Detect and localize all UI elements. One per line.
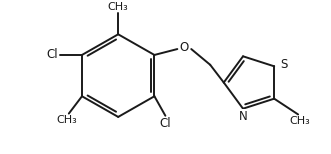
- Text: O: O: [180, 41, 189, 54]
- Text: CH₃: CH₃: [108, 2, 128, 12]
- Text: Cl: Cl: [160, 117, 171, 130]
- Text: CH₃: CH₃: [290, 116, 310, 126]
- Text: S: S: [280, 58, 288, 71]
- Text: N: N: [239, 110, 247, 123]
- Text: Cl: Cl: [46, 49, 58, 61]
- Text: CH₃: CH₃: [57, 116, 77, 126]
